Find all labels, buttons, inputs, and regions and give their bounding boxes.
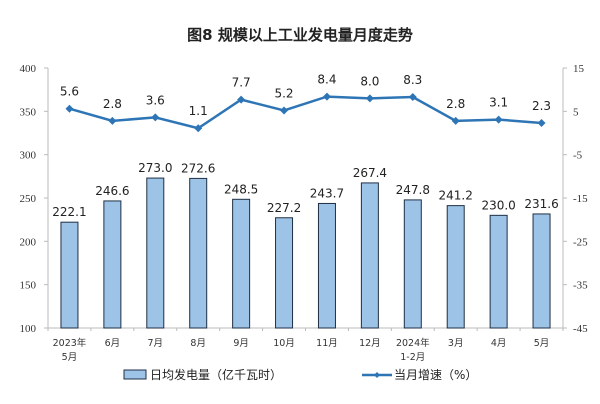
right-tick-label: -5 [573, 150, 583, 162]
x-tick-label: 11月 [316, 338, 338, 349]
bar [146, 177, 165, 329]
line-point [280, 106, 289, 115]
chart-title: 图8 规模以上工业发电量月度走势 [187, 26, 413, 44]
growth-line [69, 95, 542, 130]
x-tick-label: 12月 [359, 338, 381, 349]
right-tick-label: -25 [573, 236, 588, 248]
bar-label: 231.6 [524, 197, 558, 211]
line-label: 8.4 [317, 73, 336, 87]
bar [189, 177, 208, 329]
left-tick-label: 100 [20, 323, 37, 335]
right-tick-label: -45 [573, 323, 588, 335]
right-tick-label: 5 [573, 106, 579, 118]
x-tick-label: 2024年 [396, 337, 430, 349]
line-label: 8.0 [360, 74, 379, 88]
bar [403, 199, 422, 329]
x-tick-label: 3月 [448, 338, 464, 349]
line-label: 7.7 [232, 76, 251, 90]
x-tick-label: 9月 [233, 338, 249, 349]
right-tick-label: 15 [573, 63, 585, 75]
line-point [237, 95, 246, 104]
x-tick-label: 1-2月 [400, 352, 425, 363]
x-tick-label: 10月 [273, 338, 295, 349]
bar-label: 222.1 [52, 205, 86, 219]
line-label: 3.1 [489, 96, 508, 110]
bar [275, 217, 294, 329]
line-point [151, 113, 160, 122]
line-point [365, 94, 374, 103]
bar-label: 267.4 [353, 166, 387, 180]
line-label: 2.8 [446, 97, 465, 111]
x-tick-label: 7月 [148, 338, 164, 349]
line-point [537, 119, 546, 128]
line-point [65, 104, 74, 113]
left-tick-label: 250 [20, 193, 37, 205]
right-tick-label: -15 [573, 193, 588, 205]
line-label: 3.6 [146, 93, 165, 107]
legend-line-marker [374, 372, 380, 378]
x-tick-label: 4月 [491, 338, 507, 349]
line-point [108, 116, 117, 125]
bar [446, 205, 465, 329]
x-tick-label: 2023年 [53, 337, 87, 349]
line-point [408, 93, 417, 102]
x-tick-label: 8月 [190, 338, 206, 349]
bar-label: 272.6 [181, 161, 215, 175]
bar [489, 214, 508, 329]
legend-bar-label: 日均发电量（亿千瓦时） [150, 367, 282, 382]
line-point [322, 92, 331, 101]
bar [103, 200, 122, 329]
line-point [451, 116, 460, 125]
bar [360, 182, 379, 329]
x-tick-label: 5月 [534, 338, 550, 349]
bar [232, 198, 251, 329]
bar-label: 227.2 [267, 201, 301, 215]
left-tick-label: 150 [20, 280, 37, 292]
right-tick-label: -35 [573, 280, 588, 292]
line-label: 1.1 [189, 104, 208, 118]
bar-label: 246.6 [95, 184, 129, 198]
legend-line-label: 当月增速（%） [394, 368, 477, 382]
line-label: 2.3 [532, 99, 551, 113]
left-tick-label: 200 [20, 236, 37, 248]
bar-label: 247.8 [396, 183, 430, 197]
bar-label: 230.0 [481, 198, 515, 212]
x-tick-label: 6月 [105, 338, 121, 349]
bar [60, 221, 79, 329]
bar [317, 202, 336, 329]
left-tick-label: 300 [20, 150, 37, 162]
left-tick-label: 350 [20, 106, 37, 118]
line-point [194, 124, 203, 133]
bar-label: 241.2 [439, 189, 473, 203]
line-label: 5.6 [60, 85, 79, 99]
bar-label: 248.5 [224, 182, 258, 196]
left-tick-label: 400 [20, 63, 37, 75]
legend-bar-swatch [123, 369, 147, 380]
bar-label: 273.0 [138, 161, 172, 175]
line-label: 8.3 [403, 73, 422, 87]
line-label: 5.2 [274, 86, 293, 100]
bar-label: 243.7 [310, 186, 344, 200]
x-tick-label: 5月 [62, 352, 78, 363]
bar [532, 213, 551, 329]
line-point [494, 115, 503, 124]
line-label: 2.8 [103, 97, 122, 111]
